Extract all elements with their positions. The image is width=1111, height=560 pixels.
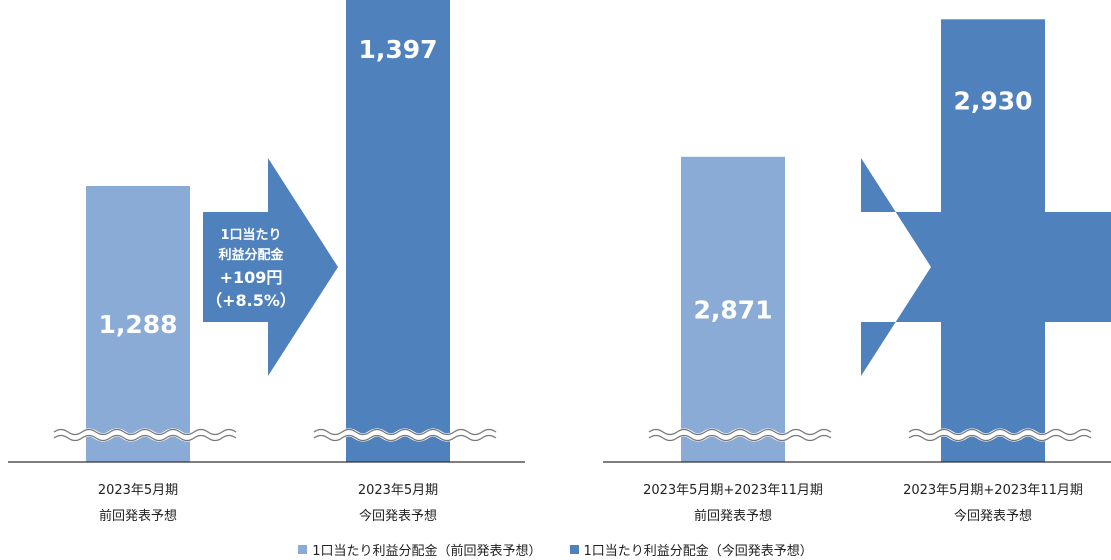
category-label-2-1-line-1: 2023年5月期+2023年11月期 <box>643 483 823 498</box>
axis-break-line-lower-2-2 <box>908 434 1092 442</box>
legend: 1口当たり利益分配金（前回発表予想） 1口当たり利益分配金（今回発表予想） <box>0 540 1111 559</box>
change-arrow-1 <box>203 158 338 376</box>
change-annotation-1-line-3: +109円 <box>220 268 283 287</box>
category-label-2-2-line-2: 今回発表予想 <box>954 508 1032 524</box>
data-label-1-current: 1,397 <box>358 35 437 64</box>
change-annotation-2-line-4: （+2.1%） <box>799 291 889 310</box>
change-annotation-2-line-1: 1口当たり <box>813 227 874 243</box>
category-label-2-2-line-1: 2023年5月期+2023年11月期 <box>903 483 1083 498</box>
axis-break-mask-2-1 <box>646 428 834 442</box>
legend-swatch-current <box>569 545 579 554</box>
axis-break-line-upper-2-1 <box>648 428 832 436</box>
axis-break-line-lower-1-2 <box>313 434 497 442</box>
change-annotation-2-line-2: 利益分配金 <box>811 247 877 263</box>
change-annotation-1-line-2: 利益分配金 <box>218 247 284 263</box>
data-label-2-current: 2,930 <box>953 86 1032 115</box>
category-label-1-2-line-1: 2023年5月期 <box>358 483 438 498</box>
category-label-1-1-line-2: 前回発表予想 <box>99 508 177 524</box>
category-label-1-2-line-2: 今回発表予想 <box>359 508 437 524</box>
legend-label-current: 1口当たり利益分配金（今回発表予想） <box>583 544 813 559</box>
data-label-1-previous: 1,288 <box>98 310 177 339</box>
bar-2-previous <box>681 156 785 462</box>
legend-label-previous: 1口当たり利益分配金（前回発表予想） <box>312 544 542 559</box>
change-annotation-1-line-1: 1口当たり <box>220 227 281 243</box>
bar-1-previous <box>86 186 190 462</box>
axis-break-line-lower-1-1 <box>53 434 237 442</box>
axis-break-mask-2-2 <box>906 428 1094 442</box>
legend-item-previous: 1口当たり利益分配金（前回発表予想） <box>298 540 542 559</box>
legend-swatch-previous <box>298 545 308 554</box>
axis-break-line-lower-2-1 <box>648 434 832 442</box>
change-annotation-1-line-4: （+8.5%） <box>206 291 296 310</box>
category-label-1-1-line-1: 2023年5月期 <box>98 483 178 498</box>
axis-break-line-upper-1-2 <box>313 428 497 436</box>
data-label-2-previous: 2,871 <box>693 295 772 324</box>
bar-1-current <box>346 0 450 462</box>
change-arrow-2 <box>861 158 1111 376</box>
change-annotation-2-line-3: +59円 <box>818 268 870 287</box>
legend-item-current: 1口当たり利益分配金（今回発表予想） <box>569 540 813 559</box>
category-label-2-1-line-2: 前回発表予想 <box>694 508 772 524</box>
axis-break-line-upper-1-1 <box>53 428 237 436</box>
axis-break-mask-1-2 <box>311 428 499 442</box>
axis-break-mask-1-1 <box>51 428 239 442</box>
axis-break-line-upper-2-2 <box>908 428 1092 436</box>
